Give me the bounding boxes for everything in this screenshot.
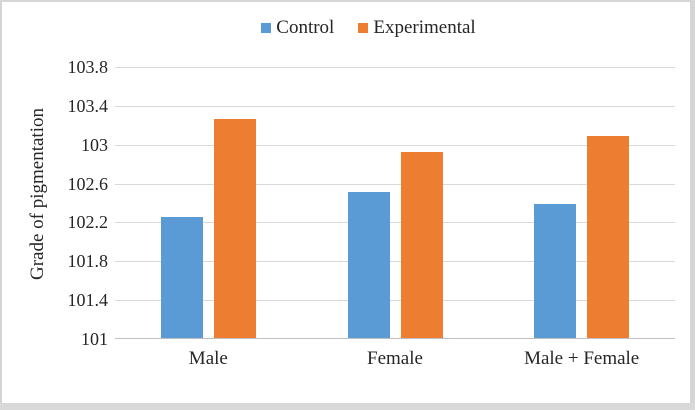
y-tick-label: 103 <box>81 134 108 155</box>
gridline <box>115 144 675 146</box>
y-tick-label: 103.8 <box>67 57 109 77</box>
chart-legend: Control Experimental <box>42 17 695 39</box>
frame-border-left <box>0 0 2 403</box>
bar-experimental-male-female <box>587 135 630 338</box>
legend-item-control: Control <box>261 17 334 39</box>
frame-border-top <box>0 0 695 2</box>
bar-control-female <box>347 192 390 338</box>
x-axis-line <box>115 338 675 339</box>
legend-item-experimental: Experimental <box>358 17 476 39</box>
y-tick-label: 102.2 <box>67 212 109 233</box>
gridline <box>115 222 675 224</box>
y-tick-label: 103.4 <box>67 95 109 116</box>
legend-swatch-icon <box>261 23 272 33</box>
gridline <box>115 105 675 107</box>
y-tick-label: 101 <box>81 329 108 349</box>
bar-experimental-male <box>213 119 256 338</box>
x-category-label: Female <box>367 348 423 369</box>
frame-border-right <box>690 0 695 403</box>
y-tick-label: 102.6 <box>67 173 109 194</box>
bar-experimental-female <box>400 151 443 338</box>
gridline <box>115 300 675 302</box>
frame-border-bottom <box>0 403 695 410</box>
y-tick-label: 101.4 <box>67 290 109 311</box>
x-category-label: Male <box>188 348 228 369</box>
gridline <box>115 183 675 185</box>
x-category-label: Male + Female <box>524 348 640 369</box>
plot-area <box>115 67 675 339</box>
y-tick-label: 101.8 <box>67 251 109 272</box>
legend-label: Control <box>276 17 335 38</box>
legend-swatch-icon <box>358 23 369 33</box>
legend-label: Experimental <box>373 17 476 38</box>
gridline <box>115 67 675 68</box>
gridline <box>115 261 675 263</box>
bar-control-male <box>160 216 203 338</box>
bar-control-male-female <box>534 203 577 338</box>
